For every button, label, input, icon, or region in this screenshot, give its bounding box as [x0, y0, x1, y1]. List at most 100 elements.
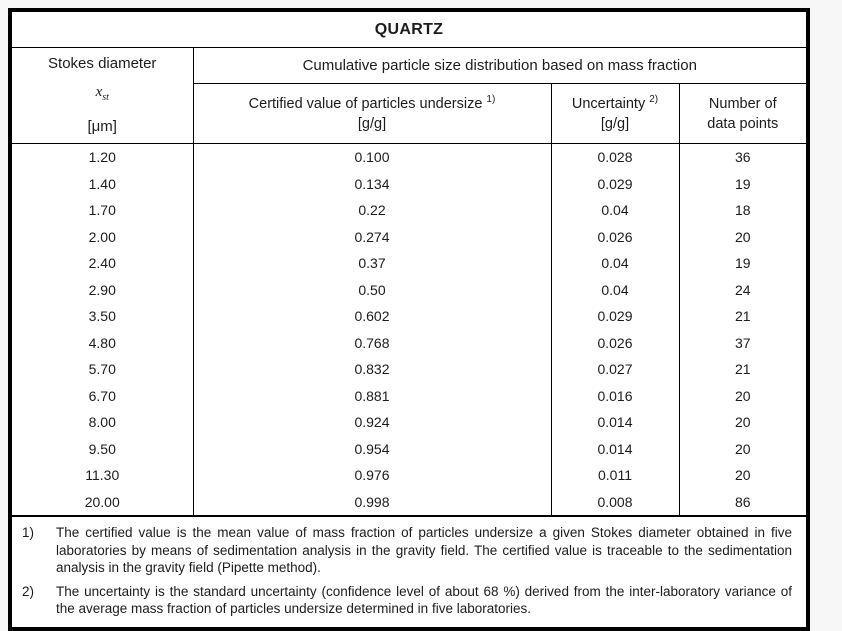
- certified-value: 0.100: [193, 143, 552, 171]
- table-row: 1.40 0.134 0.029 19: [10, 170, 808, 197]
- data-points-value: 37: [734, 334, 751, 351]
- footnote-2-text: The uncertainty is the standard uncertai…: [56, 583, 793, 617]
- data-points-label-line1: Number of: [708, 95, 777, 112]
- cumulative-distribution-group-header: Cumulative particle size distribution ba…: [193, 47, 809, 84]
- data-points-value: 20: [734, 387, 751, 404]
- stokes-diameter-value: 1.70: [10, 197, 194, 224]
- table-row: 4.80 0.768 0.026 37: [10, 329, 808, 356]
- table-title: QUARTZ: [10, 10, 809, 48]
- footnotes-row: 1) The certified value is the mean value…: [10, 516, 808, 629]
- footnote-1-text: The certified value is the mean value of…: [56, 525, 793, 575]
- certified-value-label: Certified value of particles undersize: [248, 95, 483, 112]
- table-row: 5.70 0.832 0.027 21: [10, 356, 808, 383]
- data-points-value: 19: [734, 175, 751, 192]
- uncertainty-value: 0.026: [551, 329, 680, 356]
- footnote-1-marker: 1): [22, 525, 35, 540]
- stokes-diameter-value: 1.40: [10, 170, 194, 197]
- stokes-diameter-value: 6.70: [10, 382, 194, 409]
- table-row: 11.30 0.976 0.011 20: [10, 462, 808, 489]
- uncertainty-value: 0.028: [551, 143, 680, 171]
- stokes-diameter-value: 20.00: [10, 488, 194, 517]
- table-row: 6.70 0.881 0.016 20: [10, 382, 808, 409]
- data-points-value: 20: [734, 467, 751, 484]
- stokes-diameter-value: 1.20: [10, 143, 194, 171]
- stokes-diameter-value: 3.50: [10, 303, 194, 330]
- certified-value: 0.954: [193, 435, 552, 462]
- quartz-certified-values-table: QUARTZ Stokes diameter xst [μm] Cumulati…: [8, 8, 811, 631]
- table-row: 1.70 0.22 0.04 18: [10, 197, 808, 224]
- certified-value: 0.924: [193, 409, 552, 436]
- certified-value: 0.881: [193, 382, 552, 409]
- table-row: 20.00 0.998 0.008 86: [10, 488, 809, 517]
- certified-value: 0.998: [193, 488, 552, 517]
- stokes-diameter-header: Stokes diameter xst [μm]: [10, 47, 194, 144]
- data-points-value: 86: [679, 488, 809, 517]
- table-row: 8.00 0.924 0.014 20: [10, 409, 808, 436]
- stokes-diameter-value: 4.80: [10, 329, 194, 356]
- uncertainty-value: 0.04: [551, 250, 680, 277]
- uncertainty-value: 0.04: [551, 197, 680, 224]
- footnote-ref-2: 2): [649, 93, 659, 105]
- table-row: 2.40 0.37 0.04 19: [10, 250, 808, 277]
- certified-value: 0.602: [193, 303, 552, 330]
- table-row: 2.90 0.50 0.04 24: [10, 276, 808, 303]
- certified-value: 0.37: [193, 250, 552, 277]
- uncertainty-value: 0.014: [551, 409, 680, 436]
- uncertainty-value: 0.014: [551, 435, 680, 462]
- data-points-value: 21: [734, 361, 751, 378]
- certified-value: 0.832: [193, 356, 552, 383]
- certified-value: 0.134: [193, 170, 552, 197]
- stokes-diameter-value: 11.30: [10, 462, 194, 489]
- stokes-diameter-value: 2.00: [10, 223, 194, 250]
- data-points-value: 20: [734, 228, 751, 245]
- stokes-diameter-value: 9.50: [10, 435, 194, 462]
- footnotes-section: 1) The certified value is the mean value…: [10, 516, 808, 629]
- table-row: 9.50 0.954 0.014 20: [10, 435, 808, 462]
- data-points-value: 20: [734, 414, 751, 431]
- uncertainty-label: Uncertainty: [571, 95, 646, 112]
- table-title-row: QUARTZ: [10, 10, 809, 48]
- uncertainty-value: 0.027: [551, 356, 680, 383]
- uncertainty-value: 0.016: [551, 382, 680, 409]
- stokes-symbol-base: x: [95, 84, 103, 100]
- data-points-header: Number of data points: [678, 83, 809, 144]
- table-row: 3.50 0.602 0.029 21: [10, 303, 808, 330]
- stokes-diameter-value: 8.00: [10, 409, 194, 436]
- stokes-diameter-value: 2.90: [10, 276, 194, 303]
- footnote-2: 2) The uncertainty is the standard uncer…: [22, 583, 792, 618]
- table-row: 2.00 0.274 0.026 20: [10, 223, 808, 250]
- data-points-value: 36: [734, 149, 751, 166]
- data-points-value: 24: [734, 281, 751, 298]
- certified-value: 0.976: [193, 462, 552, 489]
- stokes-diameter-value: 2.40: [10, 250, 194, 277]
- certified-value: 0.50: [193, 276, 552, 303]
- certified-value-unit: [g/g]: [357, 115, 387, 132]
- footnote-1: 1) The certified value is the mean value…: [22, 524, 792, 577]
- certified-value: 0.22: [193, 197, 552, 224]
- uncertainty-value: 0.011: [551, 462, 680, 489]
- sub-header-row: Certified value of particles undersize 1…: [10, 83, 809, 144]
- footnote-2-marker: 2): [22, 583, 35, 599]
- certified-value: 0.768: [193, 329, 552, 356]
- stokes-symbol-subscript: st: [102, 92, 109, 103]
- table-row: 1.20 0.100 0.028 36: [10, 143, 808, 171]
- uncertainty-value: 0.008: [551, 488, 680, 517]
- data-points-value: 19: [734, 255, 751, 272]
- data-points-value: 18: [734, 202, 751, 219]
- uncertainty-value: 0.029: [551, 303, 680, 330]
- stokes-diameter-label: Stokes diameter: [48, 55, 157, 72]
- uncertainty-value: 0.04: [551, 276, 680, 303]
- footnote-ref-1: 1): [486, 93, 496, 105]
- stokes-diameter-value: 5.70: [10, 356, 194, 383]
- data-points-label-line2: data points: [707, 115, 779, 132]
- uncertainty-value: 0.029: [551, 170, 680, 197]
- certified-value-header: Certified value of particles undersize 1…: [193, 83, 551, 144]
- uncertainty-unit: [g/g]: [600, 115, 630, 132]
- stokes-unit: [μm]: [87, 118, 117, 135]
- data-points-value: 21: [734, 308, 751, 325]
- certified-value: 0.274: [193, 223, 552, 250]
- data-points-value: 20: [734, 440, 751, 457]
- stokes-symbol: xst: [95, 84, 109, 104]
- group-header-row: Stokes diameter xst [μm] Cumulative part…: [10, 47, 809, 144]
- uncertainty-header: Uncertainty 2) [g/g]: [550, 83, 679, 144]
